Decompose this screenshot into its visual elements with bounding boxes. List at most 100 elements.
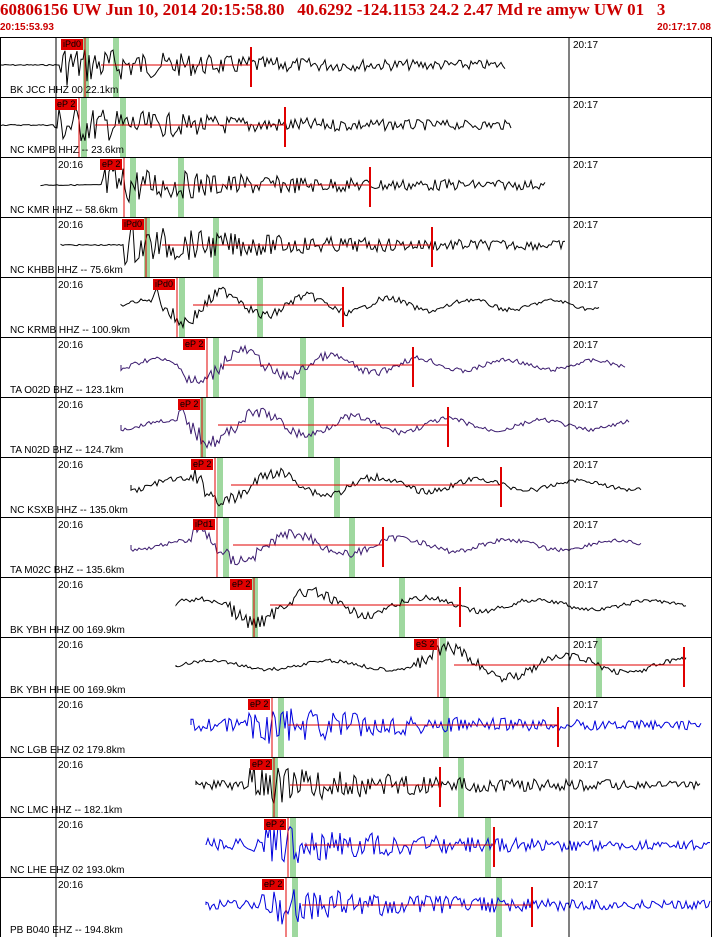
minute-label-2017: 20:17 — [573, 520, 599, 531]
waveform — [130, 522, 642, 566]
trace-panel[interactable]: eP 2 20:16 20:17 BK YBH HHZ 00 169.9km — [0, 577, 712, 637]
phase-pick-label[interactable]: eP 2 — [230, 579, 253, 590]
phase-window — [272, 758, 278, 817]
waveform — [120, 344, 626, 385]
seismogram — [1, 98, 570, 157]
trace-panel[interactable]: eP 2 20:16 20:17 TA O02D BHZ -- 123.1km — [0, 337, 712, 397]
trace-panel[interactable]: eP 2 20:16 20:17 NC LHE EHZ 02 193.0km — [0, 817, 712, 877]
minute-label-2016: 20:16 — [58, 700, 84, 711]
trace-panel[interactable]: eP 2 20:17 NC KMPB HHZ -- 23.6km — [0, 97, 712, 157]
trace-panel[interactable]: eP 2 20:16 20:17 TA N02D BHZ -- 124.7km — [0, 397, 712, 457]
minute-label-2016: 20:16 — [58, 760, 84, 771]
phase-pick-label[interactable]: eP 2 — [183, 339, 206, 350]
minute-label-2017: 20:17 — [573, 40, 599, 51]
station-label: BK JCC HHZ 00 22.1km — [10, 85, 119, 96]
phase-pick-label[interactable]: eP 2 — [262, 879, 285, 890]
seismogram — [55, 398, 630, 457]
station-label: TA O02D BHZ -- 123.1km — [10, 385, 124, 396]
trace-panel[interactable]: eP 2 20:16 20:17 NC LGB EHZ 02 179.8km — [0, 697, 712, 757]
phase-pick-label[interactable]: eP 2 — [178, 399, 201, 410]
phase-window — [257, 278, 263, 337]
minute-label-2016: 20:16 — [58, 460, 84, 471]
phase-pick-label[interactable]: eP 2 — [250, 759, 273, 770]
minute-label-2016: 20:16 — [58, 400, 84, 411]
trace-panel[interactable]: eP 2 20:16 20:17 NC KSXB HHZ -- 135.0km — [0, 457, 712, 517]
phase-window — [440, 638, 446, 697]
trace-panel[interactable]: eP 2 20:16 20:17 NC LMC HHZ -- 182.1km — [0, 757, 712, 817]
waveform — [120, 286, 600, 330]
phase-pick-label[interactable]: eP 2 — [248, 699, 271, 710]
phase-window — [81, 98, 87, 157]
waveform — [195, 764, 701, 805]
phase-pick-label[interactable]: eP 2 — [264, 819, 287, 830]
minute-label-2016: 20:16 — [58, 820, 84, 831]
minute-label-2016: 20:16 — [58, 880, 84, 891]
phase-window — [144, 218, 150, 277]
event-title: 60806156 UW Jun 10, 2014 20:15:58.80 40.… — [0, 0, 666, 19]
station-label: NC KRMB HHZ -- 100.9km — [10, 325, 131, 336]
phase-window — [252, 578, 258, 637]
phase-window — [120, 98, 126, 157]
waveform — [40, 166, 546, 204]
minute-label-2017: 20:17 — [573, 160, 599, 171]
trace-panel[interactable]: iPd0 20:16 20:17 NC KHBB HHZ -- 75.6km — [0, 217, 712, 277]
phase-window — [300, 338, 306, 397]
waveform — [205, 824, 711, 864]
minute-label-2017: 20:17 — [573, 820, 599, 831]
minute-label-2016: 20:16 — [58, 280, 84, 291]
station-label: PB B040 EHZ -- 194.8km — [10, 925, 123, 936]
phase-window — [200, 398, 206, 457]
header: 60806156 UW Jun 10, 2014 20:15:58.80 40.… — [0, 0, 713, 38]
station-label: NC LHE EHZ 02 193.0km — [10, 865, 125, 876]
minute-label-2017: 20:17 — [573, 880, 599, 891]
phase-window — [308, 398, 314, 457]
waveform — [190, 708, 702, 744]
seismogram — [55, 638, 687, 697]
phase-window — [443, 698, 449, 757]
phase-pick-label[interactable]: iPd0 — [61, 39, 84, 50]
waveform — [120, 407, 630, 449]
phase-pick-label[interactable]: iPd0 — [153, 279, 176, 290]
minute-label-2017: 20:17 — [573, 580, 599, 591]
phase-window — [349, 518, 355, 577]
station-label: NC KHBB HHZ -- 75.6km — [10, 265, 123, 276]
minute-label-2017: 20:17 — [573, 340, 599, 351]
trace-panel[interactable]: eP 2 20:16 20:17 NC KMR HHZ -- 58.6km — [0, 157, 712, 217]
minute-label-2016: 20:16 — [58, 160, 84, 171]
phase-pick-label[interactable]: iPd0 — [122, 219, 145, 230]
station-label: NC KMR HHZ -- 58.6km — [10, 205, 118, 216]
phase-window — [399, 578, 405, 637]
phase-window — [458, 758, 464, 817]
trace-panel[interactable]: eP 2 20:16 20:17 PB B040 EHZ -- 194.8km — [0, 877, 712, 937]
minute-label-2017: 20:17 — [573, 280, 599, 291]
minute-label-2016: 20:16 — [58, 340, 84, 351]
phase-pick-label[interactable]: iPd1 — [193, 519, 216, 530]
seismogram — [55, 218, 570, 277]
seismogram — [55, 338, 626, 397]
seismogram — [55, 578, 687, 637]
minute-label-2016: 20:16 — [58, 640, 84, 651]
trace-panel[interactable]: iPd0 20:16 20:17 NC KRMB HHZ -- 100.9km — [0, 277, 712, 337]
minute-label-2017: 20:17 — [573, 700, 599, 711]
phase-pick-label[interactable]: eS 2 — [414, 639, 437, 650]
phase-pick-label[interactable]: eP 2 — [100, 159, 123, 170]
minute-label-2016: 20:16 — [58, 520, 84, 531]
minute-label-2017: 20:17 — [573, 640, 599, 651]
waveform — [175, 640, 687, 683]
phase-pick-label[interactable]: eP 2 — [55, 99, 78, 110]
minute-label-2017: 20:17 — [573, 460, 599, 471]
trace-panel[interactable]: iPd1 20:16 20:17 TA M02C BHZ -- 135.6km — [0, 517, 712, 577]
phase-pick-label[interactable]: eP 2 — [191, 459, 214, 470]
minute-label-2017: 20:17 — [573, 100, 599, 111]
minute-label-2016: 20:16 — [58, 220, 84, 231]
phase-window — [496, 878, 502, 937]
trace-panel[interactable]: iPd0 20:17 BK JCC HHZ 00 22.1km — [0, 37, 712, 97]
trace-panel[interactable]: eS 2 20:16 20:17 BK YBH HHE 00 169.9km — [0, 637, 712, 697]
seismogram — [55, 818, 711, 877]
station-label: BK YBH HHE 00 169.9km — [10, 685, 126, 696]
phase-window — [485, 818, 491, 877]
minute-label-2017: 20:17 — [573, 220, 599, 231]
waveform — [175, 586, 687, 628]
phase-window — [130, 158, 136, 217]
seismogram — [55, 698, 702, 757]
